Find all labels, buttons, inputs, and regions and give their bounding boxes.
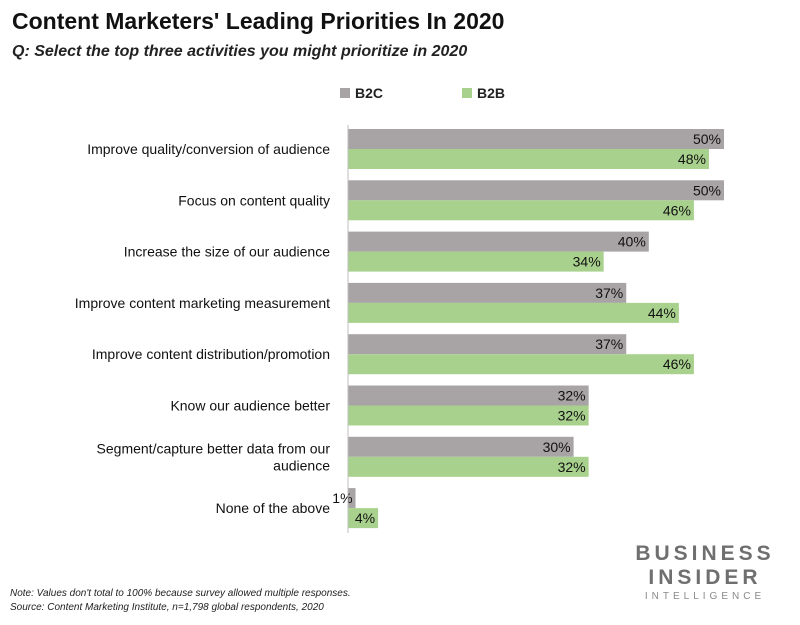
legend-label-b2c: B2C: [355, 85, 383, 101]
value-label-b2b-4: 44%: [648, 305, 676, 321]
logo-line-2: INSIDER: [648, 566, 762, 589]
value-label-b2b-3: 34%: [573, 254, 601, 270]
legend-swatch-b2c: [340, 88, 350, 98]
footnotes: Note: Values don't total to 100% because…: [10, 587, 351, 615]
legend-swatch-b2b: [462, 88, 472, 98]
business-insider-logo: BUSINESS INSIDER INTELLIGENCE: [620, 542, 790, 604]
value-label-b2c-5: 37%: [595, 336, 623, 352]
value-label-b2c-2: 50%: [693, 182, 721, 198]
category-label-4: Improve content marketing measurement: [75, 295, 330, 311]
category-label-8: None of the above: [216, 500, 331, 516]
bar-b2c-8: [348, 488, 356, 509]
logo-line-3: INTELLIGENCE: [644, 591, 766, 602]
value-label-b2c-1: 50%: [693, 131, 721, 147]
value-label-b2b-5: 46%: [663, 356, 691, 372]
bar-b2b-2: [348, 200, 694, 221]
value-label-b2b-2: 46%: [663, 202, 691, 218]
value-label-b2c-8: 1%: [332, 490, 352, 506]
value-label-b2b-6: 32%: [558, 408, 586, 424]
bar-b2c-5: [348, 334, 627, 355]
bar-b2b-3: [348, 251, 604, 272]
bar-b2c-7: [348, 436, 574, 457]
category-label-6: Know our audience better: [170, 398, 330, 414]
footnote-note: Note: Values don't total to 100% because…: [10, 588, 351, 599]
chart-title: Content Marketers' Leading Priorities In…: [12, 8, 505, 34]
value-label-b2b-8: 4%: [355, 510, 375, 526]
value-label-b2c-7: 30%: [543, 439, 571, 455]
bar-b2c-3: [348, 231, 649, 252]
bar-b2b-6: [348, 405, 589, 426]
bar-b2c-6: [348, 385, 589, 406]
chart-subtitle: Q: Select the top three activities you m…: [12, 43, 468, 60]
category-label-7-line-2: audience: [273, 457, 330, 473]
bar-b2c-4: [348, 282, 627, 303]
category-label-7-line-1: Segment/capture better data from our: [97, 440, 331, 456]
category-label-5: Improve content distribution/promotion: [92, 346, 330, 362]
value-label-b2b-7: 32%: [558, 459, 586, 475]
value-label-b2c-4: 37%: [595, 285, 623, 301]
category-label-2: Focus on content quality: [178, 192, 330, 208]
bar-b2b-1: [348, 149, 709, 169]
footnote-source: Source: Content Marketing Institute, n=1…: [10, 602, 324, 613]
bar-b2c-1: [348, 129, 724, 149]
value-label-b2c-6: 32%: [558, 388, 586, 404]
value-label-b2b-1: 48%: [678, 151, 706, 167]
bar-b2b-8: [348, 508, 379, 529]
legend-label-b2b: B2B: [477, 85, 505, 101]
category-label-3: Increase the size of our audience: [124, 244, 330, 260]
logo-line-1: BUSINESS: [635, 542, 775, 565]
bar-b2b-4: [348, 302, 679, 323]
category-label-1: Improve quality/conversion of audience: [87, 141, 330, 157]
bar-b2c-2: [348, 180, 724, 201]
bar-chart: B2C B2B 50% 48% Improve quality/conversion o…: [75, 85, 724, 533]
value-label-b2c-3: 40%: [618, 234, 646, 250]
bar-b2b-7: [348, 456, 589, 477]
bar-b2b-5: [348, 354, 694, 375]
